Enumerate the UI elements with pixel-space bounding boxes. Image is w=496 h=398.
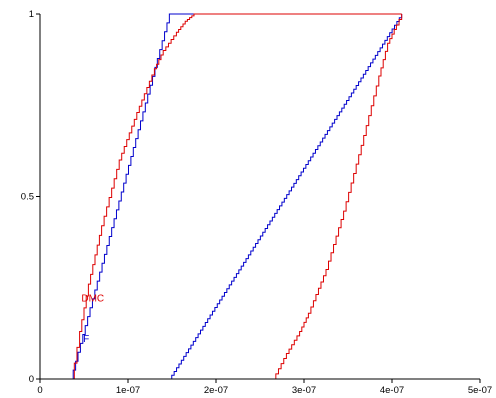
- series-f-line: [169, 14, 403, 380]
- series-label-f: F: [83, 334, 89, 345]
- y-tick-label: 0.5: [21, 192, 34, 203]
- series-dmc: [71, 13, 403, 380]
- axes: [39, 14, 480, 380]
- series-labels: DMC F: [81, 294, 104, 345]
- x-tick-label: 3e-07: [292, 385, 316, 396]
- series-f-line: [70, 13, 402, 380]
- x-tick-label: 4e-07: [380, 385, 404, 396]
- series-layer: [70, 13, 403, 380]
- ticks: 0 1e-07 2e-07 3e-07 4e-07 5e-07 0 0.5 1: [21, 9, 492, 396]
- series-dmc-line: [71, 13, 402, 380]
- y-tick-label: 1: [29, 9, 34, 20]
- x-tick-label: 1e-07: [116, 385, 140, 396]
- series-label-dmc: DMC: [81, 294, 104, 305]
- y-tick-label: 0: [29, 374, 34, 385]
- x-tick-label: 0: [37, 385, 42, 396]
- x-tick-label: 2e-07: [204, 385, 228, 396]
- series-f: [70, 13, 403, 380]
- series-dmc-line: [273, 14, 403, 380]
- x-tick-label: 5e-07: [468, 385, 492, 396]
